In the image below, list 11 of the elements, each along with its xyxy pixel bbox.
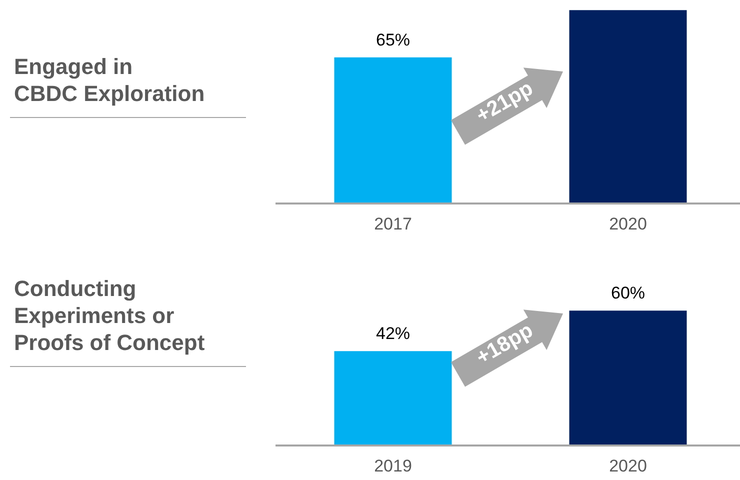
text: Engaged in CBDC Exploration bbox=[10, 5, 246, 118]
annotation: +18pp bbox=[472, 318, 537, 370]
data-label: 65% bbox=[376, 30, 410, 50]
x-tick-label: 2017 bbox=[374, 214, 412, 234]
x-tick-label: 2020 bbox=[609, 456, 647, 476]
chart-title: Conducting Experiments or Proofs of Concept bbox=[10, 247, 246, 367]
data-label: 60% bbox=[610, 284, 646, 303]
x-tick-label: 2020 bbox=[609, 214, 647, 234]
annotation: +21pp bbox=[472, 76, 537, 128]
x-tick-label: 2019 bbox=[374, 456, 412, 476]
data-label: 42% bbox=[376, 324, 410, 344]
